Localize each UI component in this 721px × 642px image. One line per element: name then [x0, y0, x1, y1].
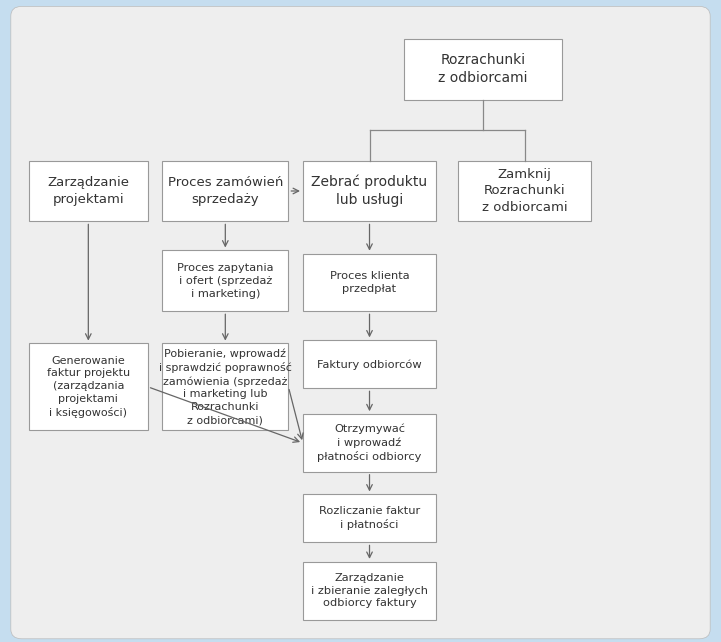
- Text: Generowanie
faktur projektu
(zarządzania
projektami
i księgowości): Generowanie faktur projektu (zarządzania…: [47, 356, 130, 418]
- FancyBboxPatch shape: [162, 250, 288, 311]
- Text: Proces zamówień
sprzedaży: Proces zamówień sprzedaży: [167, 177, 283, 205]
- FancyBboxPatch shape: [303, 562, 436, 620]
- Text: Zamknij
Rozrachunki
z odbiorcami: Zamknij Rozrachunki z odbiorcami: [482, 168, 567, 214]
- Text: Proces klienta
przedpłat: Proces klienta przedpłat: [329, 271, 410, 294]
- FancyBboxPatch shape: [303, 494, 436, 542]
- FancyBboxPatch shape: [404, 39, 562, 100]
- Text: Zarządzanie
projektami: Zarządzanie projektami: [48, 177, 129, 205]
- FancyBboxPatch shape: [303, 340, 436, 388]
- FancyBboxPatch shape: [162, 343, 288, 430]
- Text: Rozrachunki
z odbiorcami: Rozrachunki z odbiorcami: [438, 53, 528, 85]
- FancyBboxPatch shape: [303, 160, 436, 221]
- FancyBboxPatch shape: [303, 414, 436, 472]
- Text: Otrzymywać
i wprowadź
płatności odbiorcy: Otrzymywać i wprowadź płatności odbiorcy: [317, 424, 422, 462]
- FancyBboxPatch shape: [458, 160, 591, 221]
- FancyBboxPatch shape: [29, 160, 148, 221]
- FancyBboxPatch shape: [29, 343, 148, 430]
- FancyBboxPatch shape: [162, 160, 288, 221]
- Text: Zarządzanie
i zbieranie zaległych
odbiorcy faktury: Zarządzanie i zbieranie zaległych odbior…: [311, 573, 428, 609]
- Text: Zebrać produktu
lub usługi: Zebrać produktu lub usługi: [311, 175, 428, 207]
- Text: Pobieranie, wprowadź
i sprawdzić poprawność
zamówienia (sprzedaż
i marketing lub: Pobieranie, wprowadź i sprawdzić poprawn…: [159, 349, 292, 425]
- Text: Faktury odbiorców: Faktury odbiorców: [317, 359, 422, 370]
- Text: Proces zapytania
i ofert (sprzedaż
i marketing): Proces zapytania i ofert (sprzedaż i mar…: [177, 263, 273, 299]
- FancyBboxPatch shape: [303, 254, 436, 311]
- FancyBboxPatch shape: [11, 6, 710, 639]
- Text: Rozliczanie faktur
i płatności: Rozliczanie faktur i płatności: [319, 507, 420, 530]
